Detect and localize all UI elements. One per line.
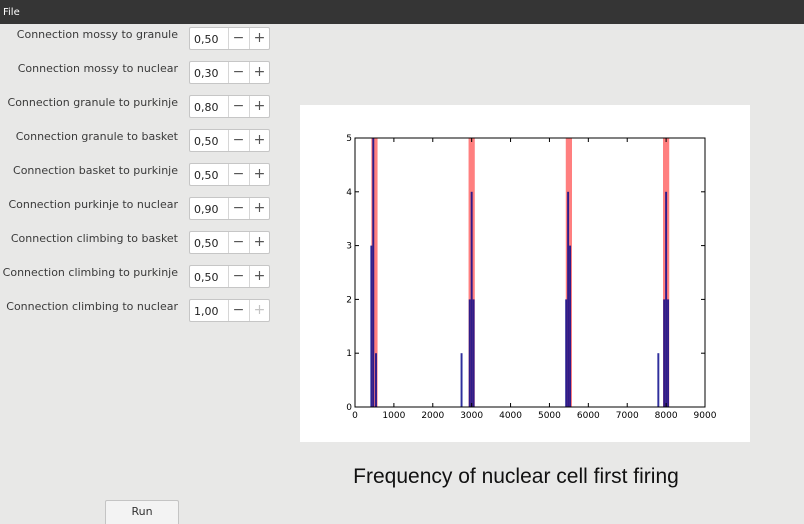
param-spinbox[interactable]: 0,90 − +: [189, 197, 270, 220]
spin-value[interactable]: 0,50: [194, 169, 219, 182]
histogram-bar-blue: [667, 299, 670, 407]
histogram-chart: 0 1000 2000 3000 4000 5000 6000 7000 8000 9000 0 1 2…: [346, 134, 717, 421]
param-row-mossy-granule: Connection mossy to granule 0,50 − +: [0, 24, 290, 50]
decrement-button[interactable]: −: [228, 300, 248, 321]
histogram-bar-blue: [565, 299, 568, 407]
param-spinbox[interactable]: 0,30 − +: [189, 61, 270, 84]
spin-value[interactable]: 0,80: [194, 101, 219, 114]
increment-button: +: [249, 300, 269, 321]
increment-button[interactable]: +: [249, 164, 269, 185]
histogram-bar-blue: [372, 138, 375, 407]
param-label: Connection basket to purkinje: [13, 164, 178, 177]
param-spinbox[interactable]: 1,00 − +: [189, 299, 270, 322]
y-tick-label: 1: [346, 349, 352, 359]
spin-value[interactable]: 0,30: [194, 67, 219, 80]
increment-button[interactable]: +: [249, 130, 269, 151]
spin-value[interactable]: 0,90: [194, 203, 219, 216]
spin-value[interactable]: 0,50: [194, 135, 219, 148]
histogram-bar-blue: [470, 191, 473, 407]
decrement-button[interactable]: −: [228, 198, 248, 219]
histogram-bar-blue: [657, 353, 660, 407]
param-label: Connection granule to basket: [15, 130, 178, 143]
param-spinbox[interactable]: 0,50 − +: [189, 265, 270, 288]
histogram-bar-blue: [567, 191, 570, 407]
x-tick-label: 7000: [616, 411, 639, 421]
histogram-bar-blue: [569, 245, 572, 407]
spin-value[interactable]: 0,50: [194, 237, 219, 250]
histogram-bar-blue: [663, 299, 666, 407]
increment-button[interactable]: +: [249, 266, 269, 287]
decrement-button[interactable]: −: [228, 266, 248, 287]
y-tick-label: 5: [346, 134, 352, 144]
x-tick-label: 1000: [382, 411, 405, 421]
spin-value[interactable]: 0,50: [194, 271, 219, 284]
x-tick-label: 4000: [499, 411, 522, 421]
increment-button[interactable]: +: [249, 198, 269, 219]
decrement-button[interactable]: −: [228, 130, 248, 151]
y-tick-label: 2: [346, 295, 352, 305]
param-row-climbing-purkinje: Connection climbing to purkinje 0,50 − +: [0, 262, 290, 288]
param-spinbox[interactable]: 0,80 − +: [189, 95, 270, 118]
run-button[interactable]: Run: [105, 500, 179, 524]
y-tick-label: 0: [346, 403, 352, 413]
increment-button[interactable]: +: [249, 28, 269, 49]
plot-panel: 0 1000 2000 3000 4000 5000 6000 7000 8000 9000 0 1 2…: [300, 105, 750, 442]
decrement-button[interactable]: −: [228, 96, 248, 117]
param-label: Connection mossy to granule: [16, 28, 178, 41]
increment-button[interactable]: +: [249, 62, 269, 83]
x-tick-label: 0: [352, 411, 358, 421]
x-tick-label: 2000: [421, 411, 444, 421]
file-menu[interactable]: File: [3, 7, 20, 18]
y-tick-label: 4: [346, 188, 352, 198]
x-tick-label: 5000: [538, 411, 561, 421]
param-row-granule-purkinje: Connection granule to purkinje 0,80 − +: [0, 92, 290, 118]
param-spinbox[interactable]: 0,50 − +: [189, 163, 270, 186]
param-spinbox[interactable]: 0,50 − +: [189, 27, 270, 50]
param-label: Connection climbing to purkinje: [2, 266, 178, 279]
param-label: Connection granule to purkinje: [7, 96, 178, 109]
param-row-climbing-basket: Connection climbing to basket 0,50 − +: [0, 228, 290, 254]
increment-button[interactable]: +: [249, 232, 269, 253]
histogram-bar-blue: [375, 353, 377, 407]
param-row-basket-purkinje: Connection basket to purkinje 0,50 − +: [0, 160, 290, 186]
plot-frame: [354, 137, 706, 408]
histogram-bar-blue: [472, 299, 475, 407]
decrement-button[interactable]: −: [228, 28, 248, 49]
y-tick-label: 3: [346, 242, 352, 252]
menubar: File: [0, 0, 804, 24]
histogram-bar-blue: [665, 191, 668, 407]
param-spinbox[interactable]: 0,50 − +: [189, 129, 270, 152]
x-tick-label: 6000: [577, 411, 600, 421]
param-label: Connection purkinje to nuclear: [8, 198, 178, 211]
spin-value[interactable]: 0,50: [194, 33, 219, 46]
param-label: Connection climbing to basket: [10, 232, 178, 245]
param-row-climbing-nuclear: Connection climbing to nuclear 1,00 − +: [0, 296, 290, 322]
param-label: Connection climbing to nuclear: [6, 300, 178, 313]
decrement-button[interactable]: −: [228, 164, 248, 185]
decrement-button[interactable]: −: [228, 232, 248, 253]
x-tick-label: 3000: [460, 411, 483, 421]
histogram-bar-blue: [468, 299, 471, 407]
histogram-bar-blue: [460, 353, 463, 407]
param-spinbox[interactable]: 0,50 − +: [189, 231, 270, 254]
param-row-mossy-nuclear: Connection mossy to nuclear 0,30 − +: [0, 58, 290, 84]
param-row-granule-basket: Connection granule to basket 0,50 − +: [0, 126, 290, 152]
histogram-bar-pink: [371, 138, 378, 407]
increment-button[interactable]: +: [249, 96, 269, 117]
plot-caption: Frequency of nuclear cell first firing: [353, 465, 679, 488]
spin-value[interactable]: 1,00: [194, 305, 219, 318]
decrement-button[interactable]: −: [228, 62, 248, 83]
x-tick-label: 9000: [694, 411, 717, 421]
param-row-purkinje-nuclear: Connection purkinje to nuclear 0,90 − +: [0, 194, 290, 220]
x-tick-label: 8000: [655, 411, 678, 421]
param-label: Connection mossy to nuclear: [17, 62, 178, 75]
histogram-bar-blue: [370, 245, 373, 407]
